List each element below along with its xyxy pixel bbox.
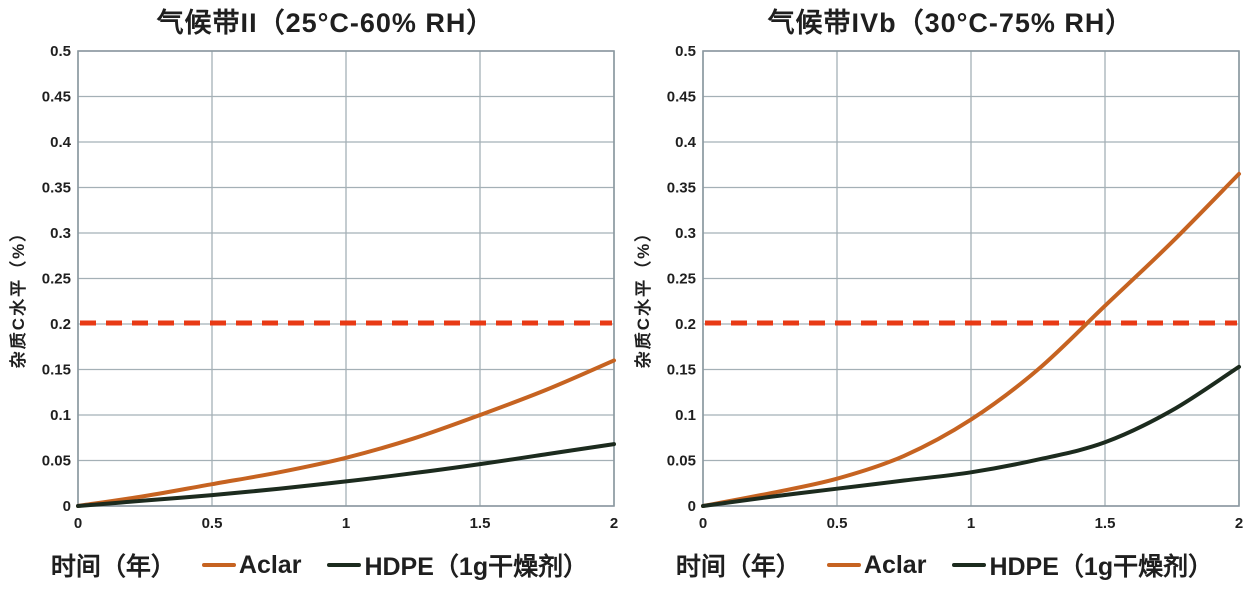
y-tick-label: 0.1 <box>675 407 696 424</box>
y-tick-label: 0.15 <box>41 362 70 379</box>
tick-labels: 0 0.05 0.1 0.15 0.2 0.25 0.3 0.35 0.4 0.45 0.5 0 0.5… <box>41 43 617 532</box>
plot-area: 0 0.05 0.1 0.15 0.2 0.25 0.3 0.35 0.4 0.45 0.5 0 0.5… <box>666 43 1242 532</box>
chart-title: 气候带II（25°C-60% RH） <box>156 8 495 38</box>
y-tick-label: 0.4 <box>675 134 697 151</box>
x-tick-label: 0 <box>73 515 81 532</box>
y-tick-label: 0.4 <box>50 134 72 151</box>
y-tick-label: 0.15 <box>666 362 695 379</box>
aclar-series-line <box>75 358 616 509</box>
chart-body: 杂质C水平（%） 0 0.05 0.1 0.15 0.2 0.25 0.3 0.35 0.4 0.… <box>627 41 1249 549</box>
gridlines <box>701 50 1240 507</box>
plot-area: 0 0.05 0.1 0.15 0.2 0.25 0.3 0.35 0.4 0.45 0.5 0 0.5… <box>41 43 617 532</box>
y-axis-title-gutter: 杂质C水平（%） <box>2 65 32 525</box>
chart-body: 杂质C水平（%） 0 0.05 0.1 0.15 0.2 0.25 0.3 0.35 0.4 0.… <box>2 41 624 549</box>
x-axis-title: 时间（年） <box>675 553 801 582</box>
y-tick-label: 0.25 <box>666 271 695 288</box>
x-tick-label: 1 <box>341 515 349 532</box>
legend-label-hdpe: HDPE（1g干燥剂） <box>989 553 1214 582</box>
hdpe-series-line <box>700 364 1241 509</box>
x-tick-label: 2 <box>609 515 617 532</box>
legend-item-aclar: Aclar <box>826 550 927 580</box>
x-tick-label: 1 <box>966 515 974 532</box>
x-tick-label: 1.5 <box>1094 515 1115 532</box>
x-tick-label: 0.5 <box>201 515 222 532</box>
chart-title: 气候带IVb（30°C-75% RH） <box>767 8 1134 38</box>
legend-item-hdpe: HDPE（1g干燥剂） <box>327 547 588 583</box>
plot-border <box>76 50 615 507</box>
aclar-line-swatch <box>826 563 861 568</box>
x-tick-label: 0.5 <box>826 515 847 532</box>
y-tick-label: 0.25 <box>41 271 70 288</box>
legend-item-aclar: Aclar <box>201 550 302 580</box>
aclar-series-line <box>700 171 1241 509</box>
y-tick-label: 0 <box>62 498 70 515</box>
y-tick-label: 0.5 <box>675 43 696 60</box>
legend-label-hdpe: HDPE（1g干燥剂） <box>364 553 589 582</box>
y-tick-label: 0.45 <box>41 89 70 106</box>
chart-panel-climate-ivb: 气候带IVb（30°C-75% RH） 杂质C水平（%） 0 0.05 0.1 0.1… <box>625 0 1250 594</box>
hdpe-line-swatch <box>952 563 987 568</box>
y-tick-label: 0.1 <box>50 407 71 424</box>
y-axis-title-gutter: 杂质C水平（%） <box>627 65 657 525</box>
y-tick-label: 0.3 <box>675 225 696 242</box>
y-tick-label: 0.05 <box>41 453 70 470</box>
chart-panel-climate-ii: 气候带II（25°C-60% RH） 杂质C水平（%） 0 0.05 0.1 0.15… <box>0 0 625 594</box>
y-tick-label: 0.45 <box>666 89 695 106</box>
legend-label-aclar: Aclar <box>238 550 302 579</box>
y-tick-label: 0.2 <box>50 316 71 333</box>
hdpe-line-swatch <box>327 563 362 568</box>
y-tick-label: 0.35 <box>41 180 70 197</box>
y-tick-label: 0 <box>687 498 695 515</box>
y-tick-label: 0.3 <box>50 225 71 242</box>
aclar-line-swatch <box>201 563 236 568</box>
y-tick-label: 0.35 <box>666 180 695 197</box>
x-tick-label: 0 <box>698 515 706 532</box>
legend: 时间（年） Aclar HDPE（1g干燥剂） <box>676 547 1213 583</box>
plot-border <box>701 50 1240 507</box>
x-axis-title: 时间（年） <box>50 553 176 582</box>
y-axis-title: 杂质C水平（%） <box>634 222 653 368</box>
y-axis-title: 杂质C水平（%） <box>9 222 28 368</box>
x-tick-label: 1.5 <box>469 515 490 532</box>
y-tick-label: 0.5 <box>50 43 71 60</box>
legend-item-hdpe: HDPE（1g干燥剂） <box>952 547 1213 583</box>
gridlines <box>76 50 615 507</box>
y-tick-label: 0.2 <box>675 316 696 333</box>
legend-label-aclar: Aclar <box>863 550 927 579</box>
hdpe-series-line <box>75 442 616 509</box>
y-tick-label: 0.05 <box>666 453 695 470</box>
tick-labels: 0 0.05 0.1 0.15 0.2 0.25 0.3 0.35 0.4 0.45 0.5 0 0.5… <box>666 43 1242 532</box>
x-tick-label: 2 <box>1234 515 1242 532</box>
legend: 时间（年） Aclar HDPE（1g干燥剂） <box>51 547 588 583</box>
